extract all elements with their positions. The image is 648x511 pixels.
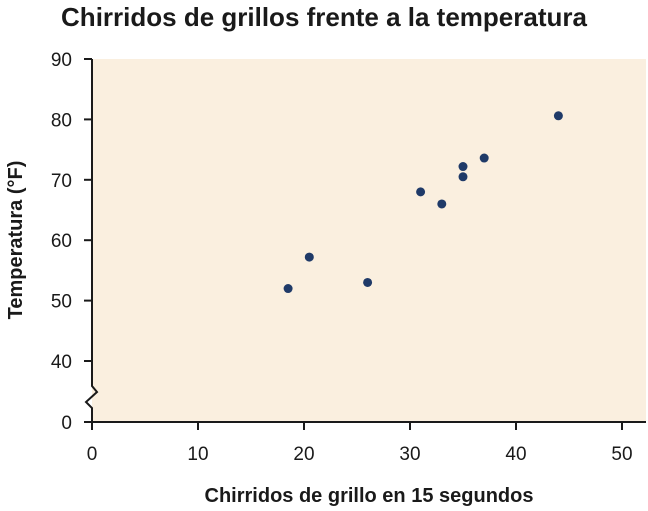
data-point — [458, 172, 468, 182]
data-point — [363, 277, 373, 287]
x-tick-label: 30 — [399, 444, 420, 465]
data-point — [304, 252, 314, 262]
y-axis-title: Temperatura (°F) — [5, 161, 27, 320]
y-tick-label: 90 — [51, 50, 72, 71]
y-tick-label: 0 — [61, 413, 72, 434]
x-tick-label: 50 — [611, 444, 632, 465]
data-points — [283, 111, 563, 294]
y-tick-label: 60 — [51, 231, 72, 252]
y-tick-label: 70 — [51, 171, 72, 192]
x-tick-label: 10 — [187, 444, 208, 465]
data-point — [553, 111, 563, 121]
plot-background — [92, 59, 646, 422]
data-point — [416, 187, 426, 197]
y-axis-line — [84, 59, 99, 422]
y-tick-label: 80 — [51, 110, 72, 131]
y-tick-label: 40 — [51, 352, 72, 373]
y-axis-ticks: 0 40 50 60 70 80 90 — [51, 50, 92, 434]
x-tick-label: 40 — [505, 444, 526, 465]
data-point — [458, 162, 468, 172]
data-point — [479, 153, 489, 163]
y-tick-label: 50 — [51, 292, 72, 313]
x-tick-label: 0 — [87, 444, 98, 465]
data-point — [437, 199, 447, 209]
x-axis-title: Chirridos de grillo en 15 segundos — [205, 485, 534, 507]
data-point — [283, 284, 293, 294]
chart-title: Chirridos de grillos frente a la tempera… — [61, 2, 587, 32]
x-axis-ticks: 0 10 20 30 40 50 — [87, 422, 633, 465]
x-tick-label: 20 — [293, 444, 314, 465]
